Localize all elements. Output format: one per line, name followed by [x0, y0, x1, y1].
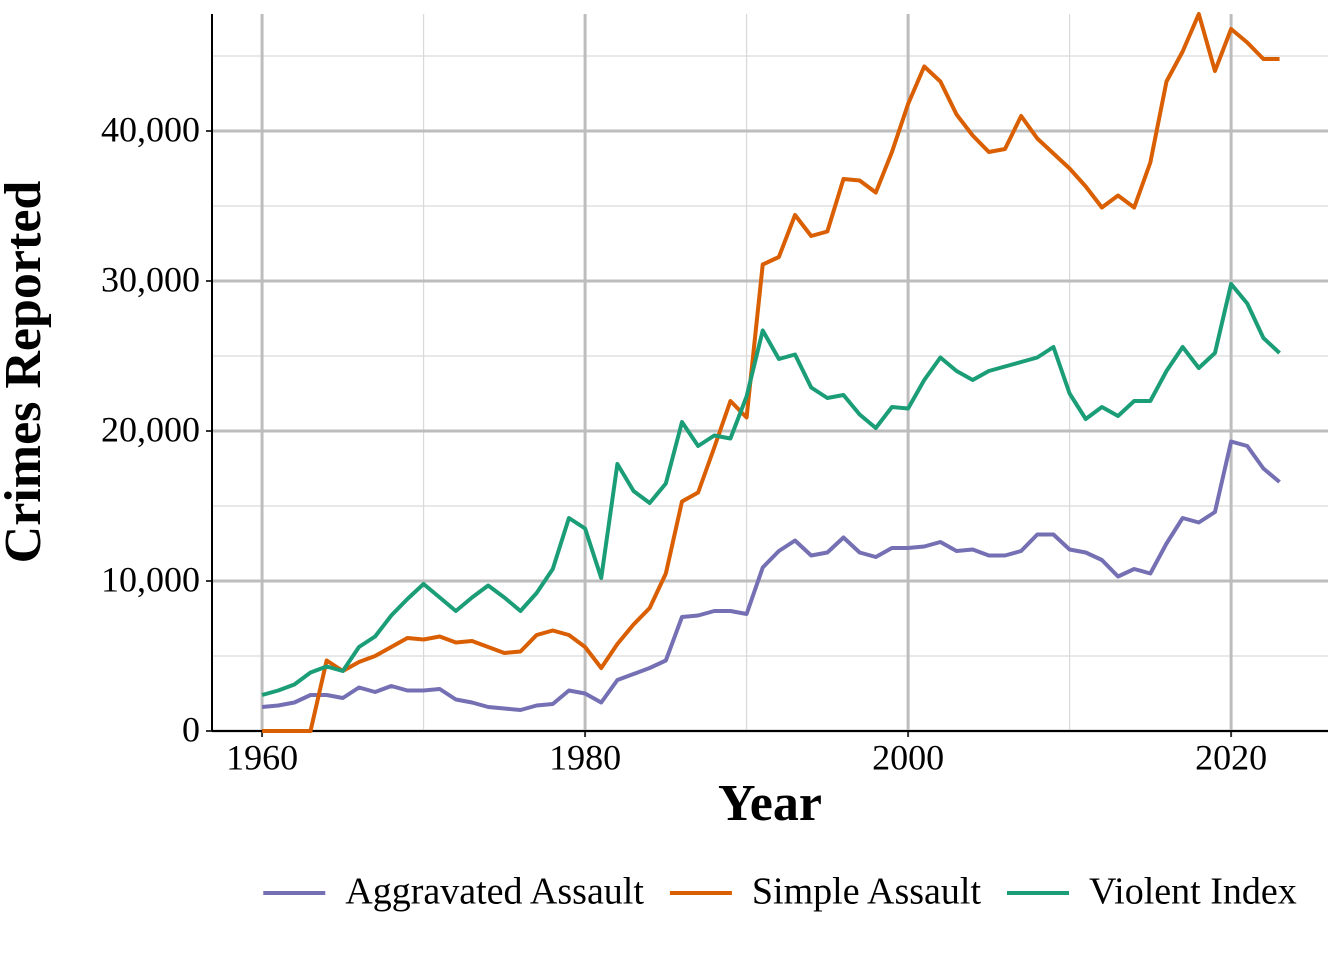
legend-item: Aggravated Assault [263, 871, 644, 913]
series-line [262, 12, 1280, 733]
legend-label: Simple Assault [752, 871, 982, 913]
x-axis-title: Year [718, 775, 822, 832]
x-tick-label: 2000 [872, 737, 944, 777]
y-tick-label: 10,000 [101, 559, 200, 599]
series-line [261, 439, 1281, 712]
grid [212, 14, 1328, 733]
x-tick-label: 2020 [1195, 737, 1267, 777]
y-tick-label: 30,000 [101, 259, 200, 299]
x-tick-label: 1960 [226, 737, 298, 777]
legend-item: Simple Assault [669, 871, 982, 913]
y-tick-label: 20,000 [101, 409, 200, 449]
y-axis-title: Crimes Reported [0, 181, 52, 564]
y-tick-label: 0 [182, 709, 200, 749]
legend-label: Aggravated Assault [345, 871, 644, 913]
y-tick-label: 40,000 [101, 109, 200, 149]
x-tick-label: 1980 [549, 737, 621, 777]
legend-item: Violent Index [1007, 871, 1297, 913]
legend-label: Violent Index [1089, 871, 1297, 913]
series-line [261, 282, 1281, 697]
